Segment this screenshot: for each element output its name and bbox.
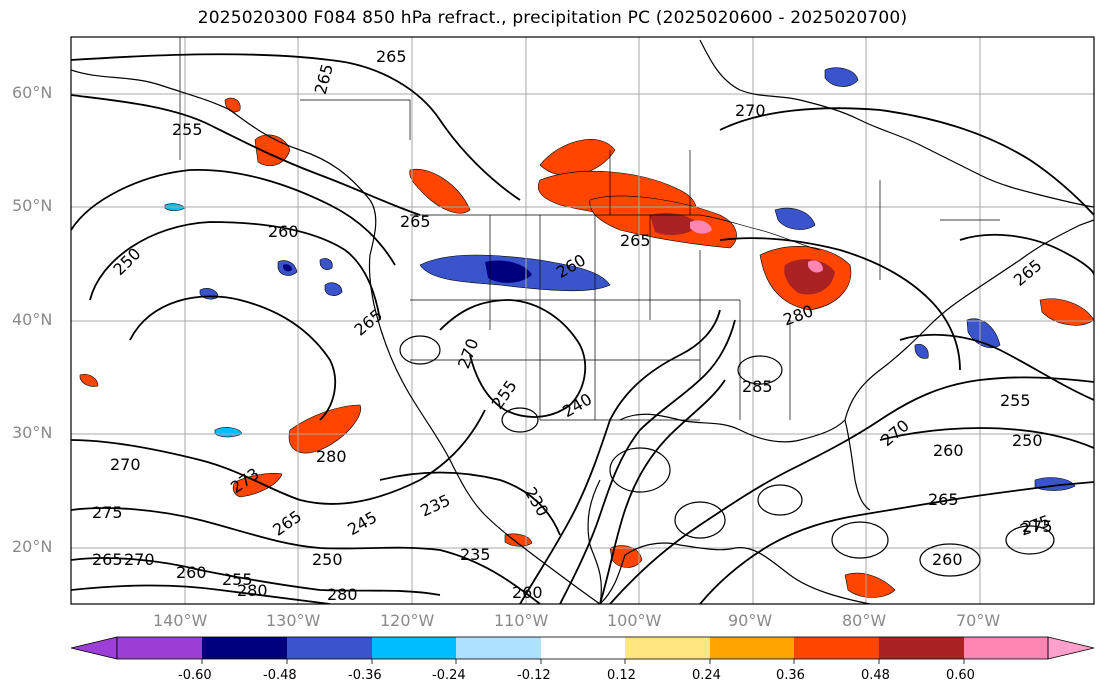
- colorbar-tick-label: 0.24: [692, 668, 721, 683]
- contour-label: 265: [92, 550, 123, 569]
- lon-label: 140°W: [153, 611, 208, 630]
- contour-label: 270: [124, 550, 155, 569]
- lon-label: 70°W: [956, 611, 1001, 630]
- contour-label: 280: [316, 447, 347, 466]
- contour-label: 265: [620, 231, 651, 250]
- contour-label: 270: [110, 455, 141, 474]
- refractivity-contours: [71, 53, 1094, 604]
- colorbar-tick-label: 0.48: [861, 668, 890, 683]
- contour-label: 255: [222, 570, 253, 589]
- contour-label: 250: [1012, 431, 1043, 450]
- contour-label: 275: [92, 503, 123, 522]
- colorbar-tick-label: -0.60: [178, 668, 212, 683]
- chart-title: 2025020300 F084 850 hPa refract., precip…: [197, 8, 908, 28]
- colorbar-tick-label: 0.12: [607, 668, 636, 683]
- political-borders: [179, 37, 1000, 421]
- contour-label: 250: [312, 550, 343, 569]
- contour-label: 275: [1022, 517, 1053, 536]
- contour-label: 285: [742, 377, 773, 396]
- contour-label: 265: [376, 47, 407, 66]
- contour-label: 265: [928, 490, 959, 509]
- lon-label: 100°W: [607, 611, 662, 630]
- map-frame: [70, 36, 1095, 605]
- contour-label: 255: [172, 120, 203, 139]
- lon-label: 90°W: [728, 611, 773, 630]
- lat-label: 20°N: [12, 537, 53, 556]
- lon-label: 80°W: [842, 611, 887, 630]
- colorbar-tick-label: -0.48: [263, 668, 297, 683]
- contour-label: 255: [1000, 391, 1031, 410]
- colorbar-tick-label: -0.12: [517, 668, 551, 683]
- colorbar-tick-label: -0.36: [348, 668, 382, 683]
- contour-label: 260: [268, 222, 299, 241]
- contour-label: 280: [327, 585, 358, 604]
- lat-label: 50°N: [12, 196, 53, 215]
- lat-label: 40°N: [12, 310, 53, 329]
- small-contours: [399, 335, 1055, 577]
- graticule: [71, 37, 1094, 604]
- lat-label: 30°N: [12, 423, 53, 442]
- lon-label: 110°W: [494, 611, 549, 630]
- lat-label: 60°N: [12, 83, 53, 102]
- contour-label: 260: [176, 563, 207, 582]
- lon-label: 130°W: [266, 611, 321, 630]
- contour-label: 265: [400, 212, 431, 231]
- lon-label: 120°W: [380, 611, 435, 630]
- colorbar-tick-label: -0.24: [432, 668, 466, 683]
- contour-label: 260: [512, 583, 543, 602]
- precipitation-shading: [79, 67, 1094, 598]
- colorbar-tick-label: 0.60: [946, 668, 975, 683]
- contour-label: 235: [460, 545, 491, 564]
- contour-label: 260: [933, 441, 964, 460]
- colorbar-tick-label: 0.36: [776, 668, 805, 683]
- contour-label: 270: [735, 101, 766, 120]
- contour-label: 260: [932, 550, 963, 569]
- contour-label: 280: [237, 581, 268, 600]
